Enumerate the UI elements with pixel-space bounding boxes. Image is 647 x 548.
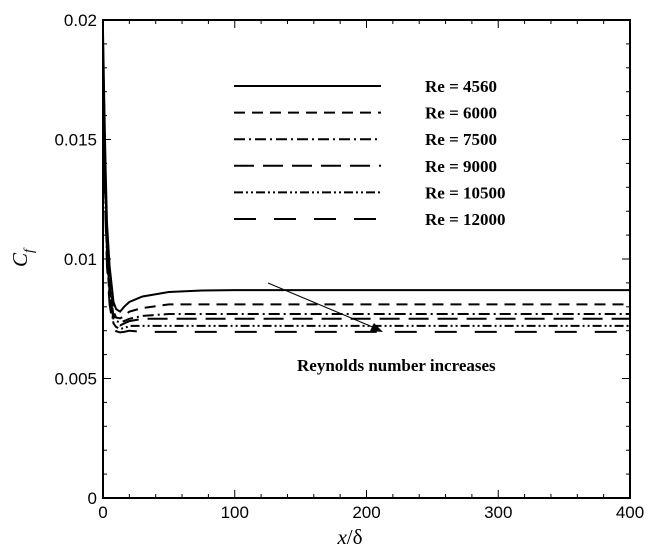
x-tick-label: 300 — [484, 503, 512, 522]
annotation-text: Reynolds number increases — [297, 356, 496, 375]
series-line-4 — [102, 67, 630, 327]
legend-label-5: Re = 10500 — [425, 183, 506, 202]
series-line-6 — [102, 91, 630, 334]
x-tick-label: 400 — [616, 503, 644, 522]
series-line-1 — [102, 31, 630, 313]
y-tick-label: 0.02 — [64, 11, 97, 30]
legend-label-2: Re = 6000 — [425, 104, 497, 123]
annotation-arrow-line — [267, 282, 376, 329]
x-axis-title: x/δ — [336, 525, 362, 548]
y-tick-label: 0.015 — [54, 131, 97, 150]
plot-frame — [102, 19, 631, 499]
y-axis-title-main: C — [8, 252, 32, 267]
series-layer — [102, 31, 630, 334]
x-tick-label: 200 — [352, 503, 380, 522]
series-line-3 — [102, 55, 630, 324]
legend-label-6: Re = 12000 — [425, 210, 506, 229]
x-tick-label: 0 — [98, 503, 107, 522]
x-tick-label: 100 — [221, 503, 249, 522]
annotation-arrowhead — [370, 323, 383, 332]
y-tick-label: 0 — [88, 489, 97, 508]
tick-layer: 0 100 200 300 400 0 0.005 0.01 0.015 0.02 — [54, 11, 644, 522]
x-axis-title-rest: /δ — [347, 525, 363, 548]
y-tick-label: 0.01 — [64, 250, 97, 269]
y-axis-title-sub: f — [22, 247, 37, 253]
y-tick-label: 0.005 — [54, 370, 97, 389]
x-axis-title-var: x — [336, 525, 347, 548]
legend: Re = 4560 Re = 6000 Re = 7500 Re = 9000 Re =… — [234, 77, 506, 229]
y-axis-title: Cf — [8, 247, 37, 267]
legend-label-3: Re = 7500 — [425, 130, 497, 149]
legend-label-4: Re = 9000 — [425, 157, 497, 176]
legend-label-1: Re = 4560 — [425, 77, 497, 96]
series-line-5 — [102, 79, 630, 330]
annotation-group: Reynolds number increases — [267, 282, 496, 375]
